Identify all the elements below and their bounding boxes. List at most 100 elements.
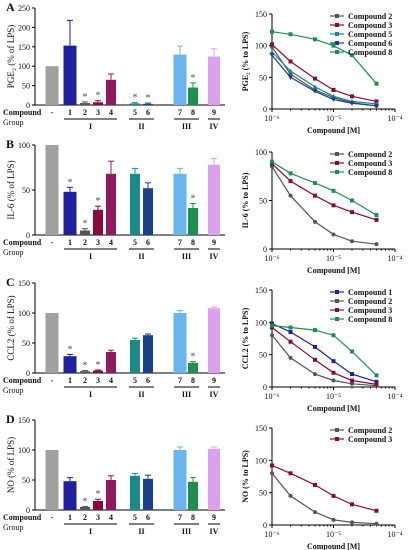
data-point	[288, 493, 293, 498]
group-label: IV	[210, 390, 219, 399]
group-label: IV	[210, 252, 219, 261]
data-point	[350, 520, 355, 525]
significance-star: *	[146, 93, 151, 104]
significance-star: *	[83, 496, 88, 507]
data-point	[373, 103, 379, 109]
y-axis-label: IL-6 (% to LPS)	[241, 172, 250, 228]
data-point	[350, 378, 355, 383]
y-tick-label: 50	[22, 339, 30, 348]
data-point	[350, 372, 355, 377]
group-label: II	[138, 527, 144, 536]
group-label: I	[89, 527, 92, 536]
y-tick-label: 0	[263, 245, 267, 254]
legend-marker	[335, 290, 339, 294]
x-axis-label: Compound [M]	[307, 542, 360, 550]
data-point	[331, 333, 336, 338]
series-line	[271, 327, 377, 385]
legend-marker	[335, 41, 339, 45]
bar-panel-A: A 0 50 100 150 200 250 PGE₂ (% of LPS) - 1 * 2 * 3 4 * 5…	[3, 0, 225, 131]
y-tick-label: 100	[255, 148, 267, 157]
bar-6	[143, 335, 153, 373]
x-category-label: 8	[191, 513, 195, 522]
data-point	[374, 521, 379, 526]
y-axis-label: IL-6 (% of LPS)	[6, 160, 16, 219]
significance-star: *	[96, 196, 101, 207]
x-category-label: 1	[68, 108, 72, 117]
x-category-label: 4	[109, 238, 113, 247]
series-line	[271, 51, 377, 105]
y-tick-label: 250	[18, 4, 30, 13]
significance-star: *	[68, 177, 73, 188]
y-tick-label: 100	[18, 141, 30, 150]
series-line	[271, 325, 377, 376]
significance-star: *	[96, 91, 101, 102]
y-tick-label: 150	[18, 416, 30, 425]
x-category-label: -	[51, 108, 54, 117]
x-category-label: 7	[178, 513, 182, 522]
data-point	[374, 508, 379, 513]
y-tick-label: 150	[18, 43, 30, 52]
y-axis-label: NO (% to LPS)	[241, 450, 250, 503]
group-label: III	[182, 252, 191, 261]
series-line	[271, 43, 377, 102]
significance-star: *	[96, 360, 101, 371]
y-axis-label: CCL2 (% to LPS)	[241, 307, 250, 369]
data-point	[331, 188, 336, 193]
x-category-label: 6	[146, 376, 150, 385]
x-tick-label: 10⁻⁵	[326, 392, 341, 401]
x-category-label: 9	[212, 238, 216, 247]
data-point	[374, 99, 379, 104]
bar-9	[208, 308, 220, 373]
y-tick-label: 50	[259, 489, 267, 498]
data-point	[374, 379, 379, 384]
line-panel-C: 0 50 100 150 10⁻⁶ 10⁻⁵ 10⁻⁴ Compound [M] CCL2 (%…	[241, 286, 403, 413]
x-category-label: 4	[109, 513, 113, 522]
y-tick-label: 0	[26, 369, 30, 378]
x-tick-label: 10⁻⁵	[326, 530, 341, 539]
x-category-label: 5	[133, 238, 137, 247]
bar-6	[143, 188, 153, 235]
data-point	[288, 32, 293, 37]
bar-2	[80, 103, 90, 105]
x-category-label: 3	[96, 238, 100, 247]
x-category-label: 9	[212, 108, 216, 117]
legend-marker	[335, 152, 339, 156]
x-tick-label: 10⁻⁶	[264, 114, 279, 123]
legend-marker	[335, 161, 339, 165]
legend-label: Compound 8	[348, 48, 392, 57]
data-point	[288, 75, 294, 80]
data-point	[349, 101, 355, 106]
data-point	[312, 89, 318, 94]
legend-label: Compound 2	[348, 426, 392, 435]
data-point	[331, 370, 336, 375]
compound-row-label: Compound	[3, 513, 42, 522]
y-tick-label: 0	[263, 105, 267, 114]
significance-star: *	[68, 344, 73, 355]
bar-1	[63, 191, 77, 235]
bar-1	[63, 481, 77, 510]
y-tick-label: 150	[18, 279, 30, 288]
x-category-label: 6	[146, 238, 150, 247]
data-point	[331, 43, 336, 48]
y-tick-label: 0	[26, 101, 30, 110]
x-category-label: 9	[212, 376, 216, 385]
data-point	[312, 328, 317, 333]
y-axis-label: CCL2 (% of LPS)	[6, 295, 16, 360]
x-tick-label: 10⁻⁵	[326, 114, 341, 123]
x-tick-label: 10⁻⁴	[387, 530, 402, 539]
bar-8	[188, 208, 198, 235]
data-point	[270, 471, 274, 476]
x-axis-label: Compound [M]	[307, 266, 360, 275]
data-point	[331, 88, 336, 92]
series-line	[271, 166, 377, 245]
bar-9	[208, 448, 220, 510]
x-category-label: 8	[191, 376, 195, 385]
bar--	[45, 66, 59, 105]
data-point	[288, 68, 294, 73]
group-label: III	[182, 390, 191, 399]
data-point	[288, 193, 293, 198]
x-category-label: 6	[146, 513, 150, 522]
bar-8	[188, 87, 198, 105]
line-panel-A: 0 50 100 150 10⁻⁶ 10⁻⁵ 10⁻⁴ Compound [M] PGE₂ (%…	[241, 10, 403, 135]
